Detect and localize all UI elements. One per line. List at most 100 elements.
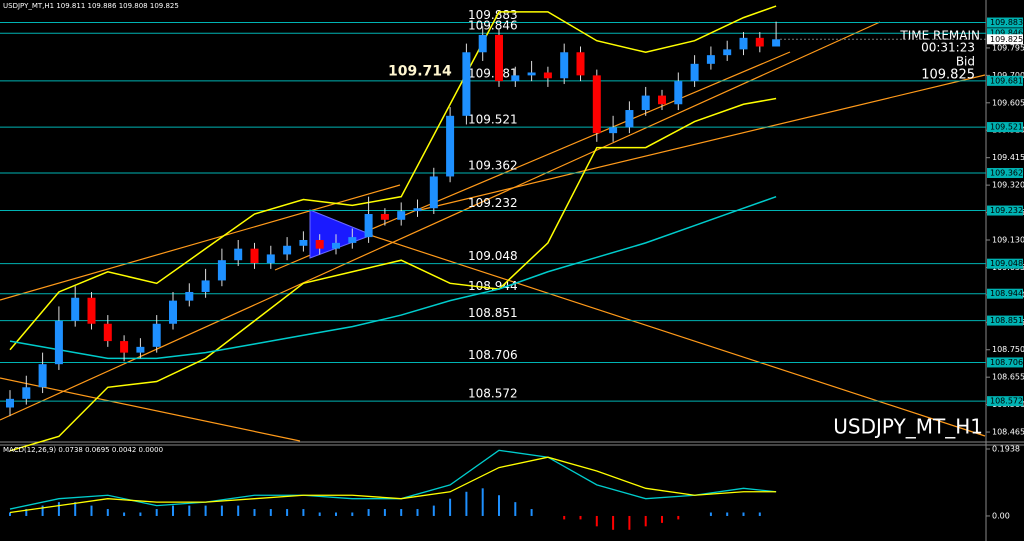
level-axis-box (987, 396, 1023, 407)
candle-body (609, 127, 618, 134)
candle-body (120, 341, 129, 353)
level-label: 109.521 (468, 113, 518, 127)
candle-body (772, 39, 781, 47)
y-tick-label: 0.1938 (992, 445, 1020, 454)
candle-body (185, 291, 194, 301)
watermark: USDJPY_MT_H1 (833, 415, 983, 439)
candle-body (315, 239, 324, 249)
candle-body (527, 72, 536, 76)
level-axis-label: 108.851 (990, 316, 1023, 325)
macd-title: MACD(12,26,9) 0.0738 0.0695 0.0042 0.000… (3, 446, 163, 454)
level-axis-label: 109.362 (990, 168, 1023, 177)
candle-body (658, 95, 666, 105)
candle-body (299, 239, 308, 246)
candle-body (739, 37, 748, 50)
bid-label: Bid (956, 55, 975, 69)
y-tick-label: 109.130 (992, 235, 1024, 244)
trendline (0, 184, 401, 301)
y-tick-label: 109.795 (992, 43, 1024, 52)
candle-body (543, 72, 552, 79)
level-axis-box (987, 205, 1023, 216)
candle-body (625, 110, 634, 128)
time-label: TIME REMAIN (899, 29, 980, 43)
level-label: 109.846 (468, 19, 518, 33)
y-tick-label: 0.00 (992, 511, 1010, 520)
candle-body (283, 245, 292, 255)
bid-axis-box (987, 34, 1023, 45)
candle-body (446, 115, 455, 177)
macd-line (9, 456, 777, 514)
level-axis-box (987, 17, 1023, 28)
level-axis-label: 108.572 (990, 397, 1023, 406)
triangle-pattern (309, 209, 374, 259)
candle-body (71, 297, 80, 321)
trendlines (0, 21, 986, 442)
level-axis-box (987, 357, 1023, 368)
y-tick-label: 109.700 (992, 71, 1024, 80)
candle-body (397, 211, 406, 220)
bid-axis-label: 109.825 (990, 35, 1023, 44)
candle-body (234, 248, 243, 261)
level-axis-box (987, 258, 1023, 269)
level-axis-label: 109.883 (990, 18, 1023, 27)
level-label: 109.362 (468, 158, 518, 172)
candle-body (217, 260, 226, 281)
candle-body (462, 52, 471, 116)
level-axis-label: 109.521 (990, 123, 1023, 132)
candle-body (169, 300, 177, 324)
y-tick-label: 108.750 (992, 345, 1024, 354)
candle-body (136, 346, 145, 353)
level-axis-box (987, 28, 1023, 39)
candle-body (348, 237, 357, 243)
y-tick-label: 109.605 (992, 98, 1024, 107)
level-label: 109.681 (468, 66, 518, 80)
candle-body (201, 280, 210, 292)
level-label: 108.706 (468, 348, 518, 362)
y-tick-label: 109.320 (992, 181, 1024, 190)
level-axis-label: 108.706 (990, 358, 1023, 367)
level-axis-label: 109.232 (990, 206, 1023, 215)
candle-body (266, 254, 275, 264)
annotation: 109.714 (388, 63, 452, 79)
overlay-line (9, 97, 777, 452)
candle-body (250, 248, 259, 264)
level-label: 109.048 (468, 249, 518, 263)
candle-body (576, 52, 585, 76)
candle-body (674, 81, 683, 105)
candle-body (22, 387, 31, 399)
level-axis-box (987, 75, 1023, 86)
candle-body (706, 55, 715, 64)
y-tick-label: 109.415 (992, 153, 1024, 162)
level-axis-box (987, 288, 1023, 299)
candle-body (380, 214, 389, 220)
level-axis-label: 109.048 (990, 259, 1023, 268)
candle-body (723, 49, 732, 56)
levels: 109.795109.700109.605109.510109.415109.3… (0, 8, 1024, 437)
y-tick-label: 108.465 (992, 428, 1024, 437)
candle-body (429, 176, 438, 209)
bid-value: 109.825 (921, 68, 975, 83)
level-axis-label: 109.681 (990, 76, 1023, 85)
candle-body (413, 208, 422, 212)
overlay-line (9, 5, 777, 351)
candle-body (6, 398, 14, 408)
candle-body (152, 323, 161, 347)
trendline (0, 377, 301, 442)
candle-body (641, 95, 650, 111)
macd-pane: MACD(12,26,9) 0.0738 0.0695 0.0042 0.000… (3, 445, 1020, 530)
overlay-line (9, 195, 777, 360)
candle-body (690, 63, 699, 82)
level-axis-box (987, 315, 1023, 326)
level-axis-label: 109.846 (990, 29, 1023, 38)
candle-body (592, 75, 601, 134)
level-axis-box (987, 122, 1023, 133)
level-axis-label: 108.944 (990, 289, 1023, 298)
level-label: 108.851 (468, 306, 518, 320)
level-label: 109.232 (468, 196, 518, 210)
level-axis-box (987, 167, 1023, 178)
candle-body (364, 214, 373, 238)
trendline (419, 74, 986, 211)
y-tick-label: 108.655 (992, 373, 1024, 382)
